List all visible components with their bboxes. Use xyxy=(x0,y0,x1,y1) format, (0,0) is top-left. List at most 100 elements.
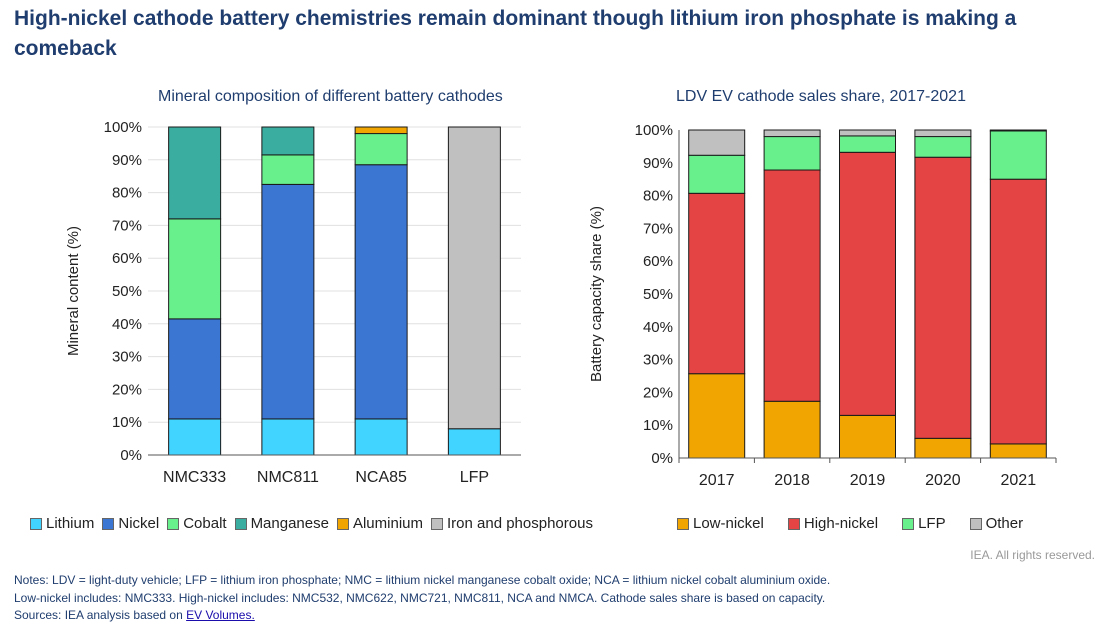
y-axis-label: Mineral content (%) xyxy=(65,226,82,356)
ev-volumes-link[interactable]: EV Volumes. xyxy=(186,608,255,622)
y-tick-label: 100% xyxy=(104,119,142,136)
bar-segment-other xyxy=(763,129,821,138)
legend-swatch xyxy=(30,517,42,530)
bar-segment-low-nickel xyxy=(914,437,972,459)
bar-segment-low-nickel xyxy=(839,414,896,459)
bar-segment-lfp xyxy=(839,135,896,153)
legend-swatch xyxy=(969,517,982,530)
x-tick-label: NMC333 xyxy=(163,469,226,486)
chart2-legend: Low-nickel High-nickel LFP Other xyxy=(677,515,1047,532)
legend-item: Manganese xyxy=(234,515,329,532)
legend-item: High-nickel xyxy=(787,515,879,532)
page-title: High-nickel cathode battery chemistries … xyxy=(14,7,1017,60)
legend-swatch xyxy=(336,517,349,530)
y-tick-label: 10% xyxy=(112,414,142,431)
bar-segment-nickel xyxy=(261,183,315,420)
bar-segment-high-nickel xyxy=(763,169,821,402)
x-tick-label: 2020 xyxy=(925,472,961,489)
y-tick-label: 30% xyxy=(112,349,142,366)
cathode-sales-share-chart: 0% 10% 20% 30% 40% 50% 60% 70% 80% 90% 100% Battery… xyxy=(588,122,1057,489)
y-tick-label: 100% xyxy=(635,122,673,139)
sources-prefix: Sources: IEA analysis based on xyxy=(14,608,187,622)
legend-swatch xyxy=(787,517,800,530)
bar-segment-low-nickel xyxy=(763,400,821,459)
mineral-composition-chart: 0% 10% 20% 30% 40% 50% 60% 70% 80% 90% 100% Mineral… xyxy=(65,119,521,486)
legend-label: Aluminium xyxy=(352,515,423,532)
bar-segment-lfp xyxy=(989,130,1047,180)
legend-label: Iron and phosphorous xyxy=(447,515,593,532)
bar-segment-lfp xyxy=(914,136,972,158)
notes-block: Notes: LDV = light-duty vehicle; LFP = l… xyxy=(14,572,830,625)
legend-swatch xyxy=(167,517,180,530)
y-tick-label: 0% xyxy=(651,450,673,467)
bar-segment-manganese xyxy=(168,126,222,220)
legend-label: LFP xyxy=(918,515,946,532)
notes-line-1: Notes: LDV = light-duty vehicle; LFP = l… xyxy=(14,573,831,587)
chart2-title: LDV EV cathode sales share, 2017-2021 xyxy=(676,88,966,105)
y-tick-label: 40% xyxy=(112,316,142,333)
bar-segment-high-nickel xyxy=(839,151,896,416)
legend-label: High-nickel xyxy=(803,515,879,532)
y-axis-label: Battery capacity share (%) xyxy=(588,206,605,382)
bar-segment-nickel xyxy=(354,164,408,420)
copyright-notice: IEA. All rights reserved. xyxy=(970,548,1095,562)
bar-segment-other xyxy=(914,129,972,138)
y-tick-label: 10% xyxy=(643,417,673,434)
bar-segment-high-nickel xyxy=(914,156,972,439)
y-tick-label: 70% xyxy=(112,217,142,234)
bar-segment-other xyxy=(839,129,896,137)
y-tick-label: 0% xyxy=(120,447,142,464)
y-tick-label: 50% xyxy=(112,283,142,300)
bar-segment-low-nickel xyxy=(989,443,1047,459)
y-tick-label: 20% xyxy=(112,381,142,398)
legend-label: Low-nickel xyxy=(693,515,764,532)
bar-segment-lithium xyxy=(354,418,408,456)
legend-swatch xyxy=(677,517,689,530)
bar-segment-other xyxy=(989,129,1047,132)
bar-segment-lfp xyxy=(688,154,746,194)
bar-segment-aluminium xyxy=(354,126,408,135)
legend-label: Other xyxy=(985,515,1024,532)
x-tick-label: 2018 xyxy=(774,472,810,489)
y-tick-label: 80% xyxy=(643,188,673,205)
y-tick-label: 60% xyxy=(112,250,142,267)
bar-segment-high-nickel xyxy=(688,192,746,375)
legend-item: Lithium xyxy=(30,515,94,532)
legend-item: Cobalt xyxy=(167,515,227,532)
legend-item: LFP xyxy=(902,515,946,532)
legend-swatch xyxy=(234,517,247,530)
bar-segment-high-nickel xyxy=(989,178,1047,445)
sources-line: Sources: IEA analysis based on EV Volume… xyxy=(14,607,830,625)
bar-segment-lfp xyxy=(763,136,821,171)
chart1-title: Mineral composition of different battery… xyxy=(158,88,503,105)
legend-swatch xyxy=(102,517,115,530)
x-tick-label: LFP xyxy=(460,469,489,486)
y-tick-label: 90% xyxy=(643,155,673,172)
x-tick-label: 2017 xyxy=(699,472,735,489)
bar-segment-iron-and-phosphorous xyxy=(447,126,501,430)
x-tick-label: 2021 xyxy=(1001,472,1037,489)
legend-item: Nickel xyxy=(102,515,159,532)
legend-item: Iron and phosphorous xyxy=(431,515,593,532)
legend-label: Lithium xyxy=(46,515,95,532)
y-tick-label: 50% xyxy=(643,286,673,303)
bar-segment-manganese xyxy=(261,126,315,156)
y-tick-label: 40% xyxy=(643,319,673,336)
bar-segment-other xyxy=(688,129,746,156)
chart1-legend: Lithium Nickel Cobalt Manganese Aluminium Iro… xyxy=(30,515,601,532)
y-tick-label: 20% xyxy=(643,384,673,401)
y-tick-label: 90% xyxy=(112,152,142,169)
legend-item: Aluminium xyxy=(336,515,423,532)
bar-segment-cobalt xyxy=(168,218,222,320)
legend-swatch xyxy=(902,517,915,530)
legend-item: Other xyxy=(969,515,1024,532)
bar-segment-low-nickel xyxy=(688,373,746,459)
y-tick-label: 60% xyxy=(643,253,673,270)
bar-segment-cobalt xyxy=(354,133,408,166)
x-tick-label: NMC811 xyxy=(257,469,319,486)
legend-swatch xyxy=(431,517,443,530)
legend-label: Cobalt xyxy=(183,515,227,532)
x-tick-label: NCA85 xyxy=(355,469,407,486)
y-tick-label: 70% xyxy=(643,220,673,237)
y-tick-label: 30% xyxy=(643,352,673,369)
